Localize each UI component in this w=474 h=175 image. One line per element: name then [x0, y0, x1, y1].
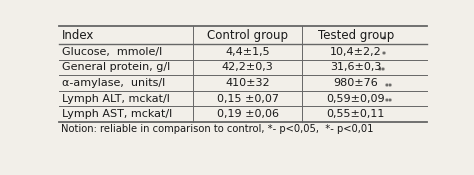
Text: 31,6±0,3: 31,6±0,3 — [330, 62, 382, 72]
Text: **: ** — [385, 83, 393, 92]
Text: **: ** — [378, 67, 386, 76]
Text: 0,19 ±0,06: 0,19 ±0,06 — [217, 109, 279, 119]
Text: 0,59±0,09: 0,59±0,09 — [327, 94, 385, 104]
Text: 410±32: 410±32 — [225, 78, 270, 88]
Text: 4,4±1,5: 4,4±1,5 — [225, 47, 270, 57]
Text: 10,4±2,2: 10,4±2,2 — [330, 47, 382, 57]
Text: Glucose,  mmole/l: Glucose, mmole/l — [62, 47, 163, 57]
Text: 0,55±0,11: 0,55±0,11 — [327, 109, 385, 119]
Text: Control group: Control group — [207, 29, 288, 42]
Text: General protein, g/l: General protein, g/l — [62, 62, 171, 72]
Text: Index: Index — [62, 29, 95, 42]
Text: *: * — [382, 51, 385, 60]
Text: 0,15 ±0,07: 0,15 ±0,07 — [217, 94, 279, 104]
Text: Notion: reliable in comparison to control, *- p<0,05,  *- p<0,01: Notion: reliable in comparison to contro… — [61, 124, 374, 134]
Text: Tested group: Tested group — [318, 29, 394, 42]
Text: Lymph ALT, mckat/l: Lymph ALT, mckat/l — [62, 94, 170, 104]
Text: 980±76: 980±76 — [334, 78, 378, 88]
Text: 42,2±0,3: 42,2±0,3 — [222, 62, 273, 72]
Text: Lymph AST, mckat/l: Lymph AST, mckat/l — [62, 109, 173, 119]
Text: *: * — [382, 36, 386, 45]
Text: **: ** — [385, 98, 393, 107]
Text: α-amylase,  units/l: α-amylase, units/l — [62, 78, 165, 88]
